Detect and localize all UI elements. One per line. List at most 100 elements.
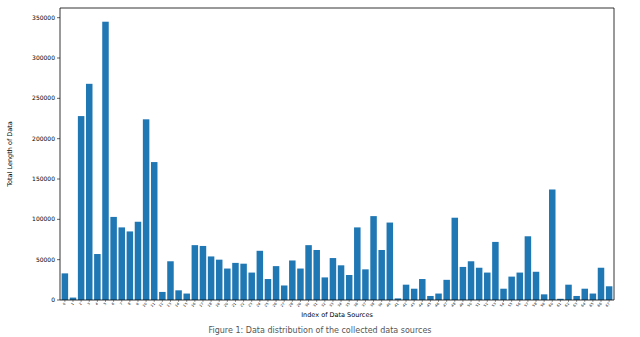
x-tick <box>276 300 277 302</box>
x-tick <box>243 300 244 302</box>
x-tick-label: 36 <box>353 302 359 308</box>
x-tick-label: 6 <box>111 302 115 306</box>
y-tick <box>57 219 60 220</box>
x-tick <box>479 300 480 302</box>
bar <box>257 251 263 300</box>
x-tick <box>576 300 577 302</box>
x-tick-label: 7 <box>119 302 123 306</box>
x-tick-label: 62 <box>564 302 570 308</box>
x-tick-label: 24 <box>256 301 263 308</box>
x-tick-label: 55 <box>507 302 513 308</box>
x-tick-label: 41 <box>394 302 400 308</box>
bar <box>598 268 604 300</box>
x-tick <box>495 300 496 302</box>
x-tick-label: 45 <box>426 302 432 308</box>
bar <box>232 263 238 300</box>
x-tick <box>601 300 602 302</box>
x-tick <box>471 300 472 302</box>
x-tick <box>186 300 187 302</box>
bar <box>78 116 84 300</box>
x-tick <box>365 300 366 302</box>
x-tick <box>406 300 407 302</box>
y-tick <box>57 58 60 59</box>
x-tick-label: 21 <box>231 302 237 308</box>
x-tick <box>560 300 561 302</box>
x-tick-label: 51 <box>475 302 481 308</box>
x-tick <box>154 300 155 302</box>
bar <box>370 216 376 300</box>
x-tick <box>194 300 195 302</box>
bar <box>460 267 466 300</box>
x-tick <box>89 300 90 302</box>
bar <box>582 289 588 300</box>
bar <box>200 246 206 300</box>
x-tick <box>324 300 325 302</box>
y-tick <box>57 98 60 99</box>
bar <box>606 286 612 300</box>
bar <box>265 279 271 300</box>
x-axis <box>60 300 614 301</box>
y-tick-label: 0 <box>51 296 55 303</box>
x-tick-label: 39 <box>377 302 383 308</box>
x-tick <box>202 300 203 302</box>
x-tick-label: 33 <box>329 302 335 308</box>
x-tick-label: 18 <box>207 302 213 308</box>
bar <box>468 261 474 300</box>
x-tick-label: 60 <box>548 302 554 308</box>
x-tick-label: 49 <box>459 302 465 308</box>
x-tick <box>146 300 147 302</box>
bar <box>135 222 141 300</box>
bar <box>549 189 555 300</box>
x-tick-label: 5 <box>103 302 107 306</box>
x-tick <box>544 300 545 302</box>
x-tick <box>446 300 447 302</box>
x-tick <box>438 300 439 302</box>
y-tick-label: 250000 <box>32 94 55 101</box>
bar <box>484 273 490 300</box>
x-tick-label: 8 <box>127 302 131 306</box>
x-tick <box>568 300 569 302</box>
frame <box>60 8 614 9</box>
x-tick <box>284 300 285 302</box>
bar <box>378 250 384 300</box>
bar <box>305 245 311 300</box>
frame <box>614 8 615 300</box>
x-tick-label: 14 <box>174 301 181 308</box>
x-tick <box>389 300 390 302</box>
y-tick-label: 150000 <box>32 175 55 182</box>
x-tick-label: 23 <box>247 302 253 308</box>
x-tick <box>462 300 463 302</box>
x-tick <box>341 300 342 302</box>
x-tick-label: 42 <box>402 302 408 308</box>
bar <box>533 272 539 300</box>
bar <box>573 296 579 300</box>
bar <box>151 162 157 300</box>
x-tick-label: 43 <box>410 302 416 308</box>
x-tick <box>251 300 252 302</box>
x-tick <box>536 300 537 302</box>
x-tick <box>219 300 220 302</box>
bar <box>183 294 189 300</box>
x-tick <box>292 300 293 302</box>
y-tick-label: 200000 <box>32 135 55 142</box>
x-tick-label: 19 <box>215 302 221 308</box>
x-tick <box>430 300 431 302</box>
x-tick-label: 40 <box>386 302 392 308</box>
x-tick <box>129 300 130 302</box>
bar <box>143 119 149 300</box>
bar <box>330 258 336 300</box>
x-tick-label: 58 <box>532 302 538 308</box>
x-tick-label: 22 <box>239 302 245 308</box>
x-tick-label: 66 <box>597 302 603 308</box>
x-tick <box>137 300 138 302</box>
x-tick <box>267 300 268 302</box>
bar <box>297 269 303 300</box>
bar <box>110 217 116 300</box>
bar <box>517 273 523 300</box>
x-tick-label: 56 <box>515 302 521 308</box>
x-axis-label: Index of Data Sources <box>301 311 373 319</box>
y-tick-label: 350000 <box>32 14 55 21</box>
x-tick <box>373 300 374 302</box>
x-tick-label: 47 <box>442 302 448 308</box>
x-tick <box>162 300 163 302</box>
